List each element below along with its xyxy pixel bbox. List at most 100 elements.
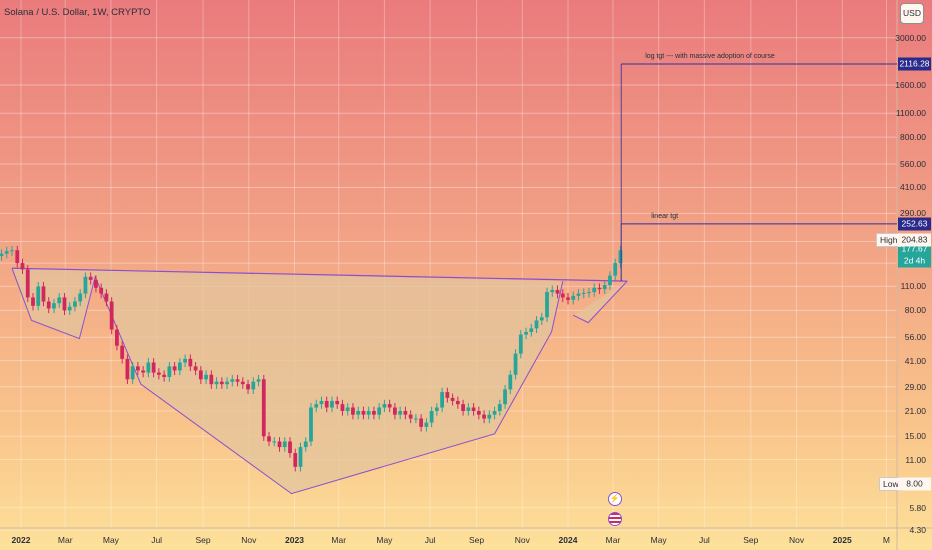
candle[interactable] xyxy=(366,406,371,420)
candle[interactable] xyxy=(10,245,14,256)
candle[interactable] xyxy=(288,437,292,458)
candle[interactable] xyxy=(466,403,471,416)
candle[interactable] xyxy=(88,272,93,285)
candle[interactable] xyxy=(156,368,161,380)
candle[interactable] xyxy=(382,399,387,413)
candle[interactable] xyxy=(608,271,612,290)
candle[interactable] xyxy=(20,258,25,275)
candle[interactable] xyxy=(188,354,193,372)
currency-selector-button[interactable]: USD xyxy=(900,3,924,24)
candle[interactable] xyxy=(151,358,156,378)
candle[interactable] xyxy=(597,283,602,294)
candle[interactable] xyxy=(167,361,172,382)
candle[interactable] xyxy=(67,302,72,316)
candle[interactable] xyxy=(193,361,198,376)
candle[interactable] xyxy=(566,293,570,305)
candle[interactable] xyxy=(571,291,576,305)
candle[interactable] xyxy=(214,377,219,389)
candle[interactable] xyxy=(398,406,403,420)
candle[interactable] xyxy=(403,406,408,420)
candle[interactable] xyxy=(497,399,502,416)
candle[interactable] xyxy=(539,312,544,326)
candle[interactable] xyxy=(513,349,518,380)
candle[interactable] xyxy=(73,297,77,312)
candle[interactable] xyxy=(408,410,413,424)
candle[interactable] xyxy=(440,387,445,413)
candle[interactable] xyxy=(471,403,476,416)
candle[interactable] xyxy=(345,403,350,416)
candle[interactable] xyxy=(46,297,51,314)
candle[interactable] xyxy=(455,396,460,409)
candle[interactable] xyxy=(62,293,67,316)
candle[interactable] xyxy=(109,297,114,335)
candle[interactable] xyxy=(41,282,46,307)
candle[interactable] xyxy=(372,406,376,420)
candle[interactable] xyxy=(256,374,261,387)
candle[interactable] xyxy=(393,403,397,420)
candle[interactable] xyxy=(25,264,30,303)
candle[interactable] xyxy=(15,245,20,268)
candle[interactable] xyxy=(555,285,560,299)
candle[interactable] xyxy=(230,374,235,387)
candle[interactable] xyxy=(534,316,539,333)
candle[interactable] xyxy=(550,285,555,297)
candle[interactable] xyxy=(424,418,429,432)
candle[interactable] xyxy=(419,414,424,432)
candle[interactable] xyxy=(31,293,35,311)
candle[interactable] xyxy=(592,283,597,297)
candle[interactable] xyxy=(560,289,565,303)
us-flag-event-icon[interactable] xyxy=(607,512,622,526)
candle[interactable] xyxy=(120,341,125,364)
candle[interactable] xyxy=(0,249,4,261)
candle[interactable] xyxy=(492,406,497,420)
candle[interactable] xyxy=(298,442,303,472)
candle[interactable] xyxy=(461,399,465,416)
candle[interactable] xyxy=(36,282,41,311)
candle[interactable] xyxy=(450,393,455,406)
candle[interactable] xyxy=(356,406,361,420)
candle[interactable] xyxy=(330,396,334,413)
candle[interactable] xyxy=(335,396,340,409)
candle[interactable] xyxy=(246,379,250,395)
candle[interactable] xyxy=(225,377,229,389)
candle[interactable] xyxy=(487,410,492,424)
candle[interactable] xyxy=(240,377,245,389)
candle[interactable] xyxy=(99,283,104,299)
candle[interactable] xyxy=(52,298,56,314)
candle[interactable] xyxy=(476,406,481,420)
candle[interactable] xyxy=(545,287,549,322)
candle[interactable] xyxy=(267,431,271,447)
candle[interactable] xyxy=(503,384,507,409)
candle[interactable] xyxy=(235,374,240,387)
candle[interactable] xyxy=(183,354,187,368)
candle[interactable] xyxy=(146,358,151,378)
candle[interactable] xyxy=(319,396,324,409)
candle[interactable] xyxy=(130,361,135,384)
candle[interactable] xyxy=(251,377,256,395)
candle[interactable] xyxy=(377,403,382,420)
candle[interactable] xyxy=(314,399,319,413)
candle[interactable] xyxy=(529,323,534,337)
candle[interactable] xyxy=(141,366,146,378)
candle[interactable] xyxy=(4,246,9,259)
candle[interactable] xyxy=(482,410,486,424)
candle[interactable] xyxy=(602,280,607,294)
candle[interactable] xyxy=(361,406,366,420)
candle[interactable] xyxy=(613,258,618,281)
candle[interactable] xyxy=(261,374,266,441)
candle[interactable] xyxy=(172,361,177,376)
candle[interactable] xyxy=(198,366,203,384)
candle[interactable] xyxy=(351,403,355,420)
candle[interactable] xyxy=(434,403,439,416)
candle[interactable] xyxy=(177,358,182,376)
candle[interactable] xyxy=(219,377,224,389)
candle[interactable] xyxy=(581,288,586,299)
candle[interactable] xyxy=(518,330,523,359)
candle[interactable] xyxy=(414,414,418,424)
candle[interactable] xyxy=(387,399,392,413)
candle[interactable] xyxy=(524,327,528,340)
candle[interactable] xyxy=(618,245,623,268)
candle[interactable] xyxy=(587,287,591,298)
candle[interactable] xyxy=(445,387,450,403)
